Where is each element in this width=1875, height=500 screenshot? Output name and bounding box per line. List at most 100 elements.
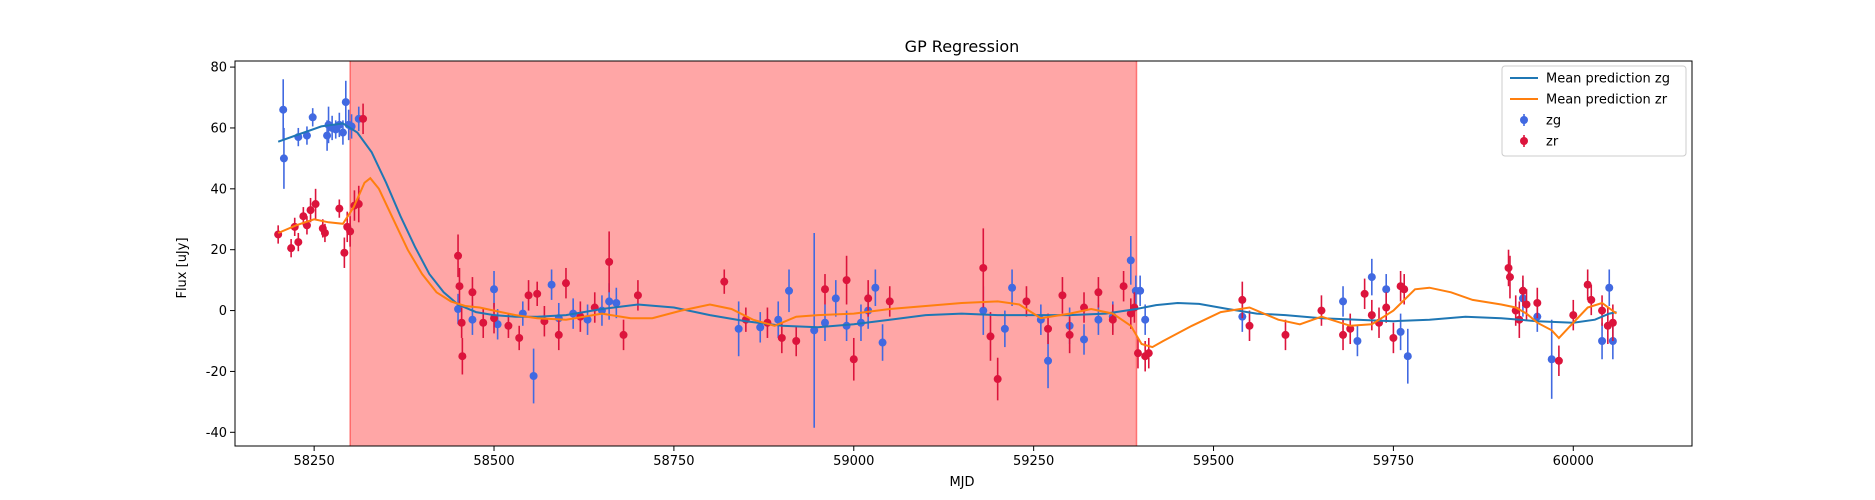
point-zg-5 bbox=[323, 131, 332, 140]
point-zg-56 bbox=[1367, 273, 1376, 282]
point-zr-16 bbox=[359, 114, 368, 123]
point-zg-58 bbox=[1396, 327, 1405, 336]
point-zg-4 bbox=[308, 113, 317, 122]
point-zr-76 bbox=[1505, 273, 1514, 282]
point-zg-1 bbox=[279, 154, 288, 163]
point-zr-43 bbox=[849, 355, 858, 364]
point-zr-88 bbox=[1608, 318, 1617, 327]
point-zr-65 bbox=[1317, 306, 1326, 315]
point-zr-67 bbox=[1346, 324, 1355, 333]
point-zg-52 bbox=[1141, 315, 1150, 324]
point-zr-52 bbox=[1065, 330, 1074, 339]
point-zr-24 bbox=[504, 321, 513, 330]
point-zr-7 bbox=[311, 200, 320, 209]
point-zr-11 bbox=[340, 248, 349, 257]
point-zg-17 bbox=[490, 285, 499, 294]
point-zr-72 bbox=[1389, 333, 1398, 342]
point-zr-20 bbox=[458, 352, 467, 361]
point-zr-63 bbox=[1245, 321, 1254, 330]
y-tick-label-20: 20 bbox=[210, 243, 227, 258]
shaded-region bbox=[350, 61, 1137, 446]
point-zr-82 bbox=[1554, 356, 1563, 365]
point-zg-49 bbox=[1126, 256, 1135, 265]
point-zg-20 bbox=[529, 372, 538, 380]
legend-label-line-0: Mean prediction zg bbox=[1546, 72, 1670, 87]
plot-area: 58250 58500 58750 59000 59250 59500 59750 60000… bbox=[206, 60, 1693, 469]
x-tick-label-58250: 58250 bbox=[293, 454, 334, 469]
legend-box bbox=[1501, 65, 1687, 157]
point-zr-17 bbox=[454, 251, 463, 260]
x-tick-label-58750: 58750 bbox=[653, 454, 694, 469]
point-zg-18 bbox=[493, 320, 502, 329]
point-zr-55 bbox=[1108, 315, 1117, 324]
point-zg-29 bbox=[756, 323, 765, 332]
point-zg-33 bbox=[820, 318, 829, 327]
point-zg-30 bbox=[774, 315, 783, 324]
point-zr-26 bbox=[524, 291, 533, 300]
point-zg-15 bbox=[454, 305, 463, 314]
point-zg-51 bbox=[1136, 286, 1145, 295]
point-zg-62 bbox=[1547, 355, 1556, 364]
point-zg-26 bbox=[605, 297, 614, 306]
point-zr-40 bbox=[792, 337, 801, 345]
legend-label-zg: zg bbox=[1546, 114, 1561, 129]
point-zr-85 bbox=[1587, 295, 1596, 304]
point-zr-29 bbox=[554, 330, 563, 339]
point-zr-27 bbox=[533, 289, 542, 298]
point-zr-84 bbox=[1583, 280, 1592, 289]
point-zr-66 bbox=[1339, 330, 1348, 339]
point-zg-42 bbox=[1008, 283, 1017, 292]
axes-frame bbox=[234, 60, 1693, 447]
point-zr-49 bbox=[1022, 297, 1031, 306]
point-zr-9 bbox=[320, 228, 329, 237]
point-zr-69 bbox=[1367, 311, 1376, 320]
point-zg-47 bbox=[1094, 315, 1103, 324]
point-zr-59 bbox=[1133, 349, 1142, 358]
point-zr-10 bbox=[335, 204, 344, 213]
x-tick-label-59500: 59500 bbox=[1193, 454, 1234, 469]
point-zr-46 bbox=[979, 263, 988, 272]
x-axis-label: MJD bbox=[949, 475, 974, 490]
point-zg-40 bbox=[979, 306, 988, 315]
point-zr-71 bbox=[1382, 303, 1391, 312]
point-zg-39 bbox=[878, 338, 887, 347]
point-zr-54 bbox=[1094, 288, 1103, 297]
point-zr-83 bbox=[1569, 311, 1578, 320]
point-zg-11 bbox=[341, 98, 350, 107]
point-zg-57 bbox=[1382, 285, 1391, 294]
y-tick-label-0: 0 bbox=[219, 304, 227, 319]
x-tick-label-60000: 60000 bbox=[1553, 454, 1594, 469]
data-layer bbox=[274, 61, 1618, 446]
point-zr-34 bbox=[619, 330, 628, 339]
point-zr-45 bbox=[885, 297, 894, 306]
legend-label-line-1: Mean prediction zr bbox=[1546, 93, 1668, 108]
y-tick-label--20: -20 bbox=[206, 365, 227, 380]
point-zr-47 bbox=[986, 332, 995, 341]
y-tick-label--40: -40 bbox=[206, 426, 227, 441]
point-zg-55 bbox=[1353, 337, 1362, 345]
point-zr-35 bbox=[633, 291, 642, 300]
point-zg-21 bbox=[547, 280, 556, 289]
point-zg-31 bbox=[785, 286, 794, 295]
point-zr-4 bbox=[299, 212, 308, 221]
point-zr-62 bbox=[1238, 295, 1247, 304]
point-zg-34 bbox=[831, 294, 840, 303]
point-zg-54 bbox=[1339, 297, 1348, 306]
point-zr-64 bbox=[1281, 330, 1290, 339]
point-zg-16 bbox=[468, 315, 477, 324]
point-zr-50 bbox=[1044, 324, 1053, 333]
legend-marker-swatch-zr bbox=[1520, 137, 1528, 145]
x-tick-label-58500: 58500 bbox=[473, 454, 514, 469]
mean-line-1 bbox=[277, 176, 1618, 349]
point-zr-48 bbox=[993, 375, 1002, 384]
point-zr-42 bbox=[842, 276, 851, 285]
point-zr-41 bbox=[820, 285, 829, 294]
point-zr-79 bbox=[1518, 286, 1527, 295]
point-zr-1 bbox=[287, 244, 296, 253]
point-zg-24 bbox=[583, 315, 592, 324]
point-zg-44 bbox=[1044, 356, 1053, 365]
point-zg-3 bbox=[302, 131, 311, 140]
point-zg-46 bbox=[1080, 335, 1089, 344]
point-zr-30 bbox=[561, 279, 570, 288]
